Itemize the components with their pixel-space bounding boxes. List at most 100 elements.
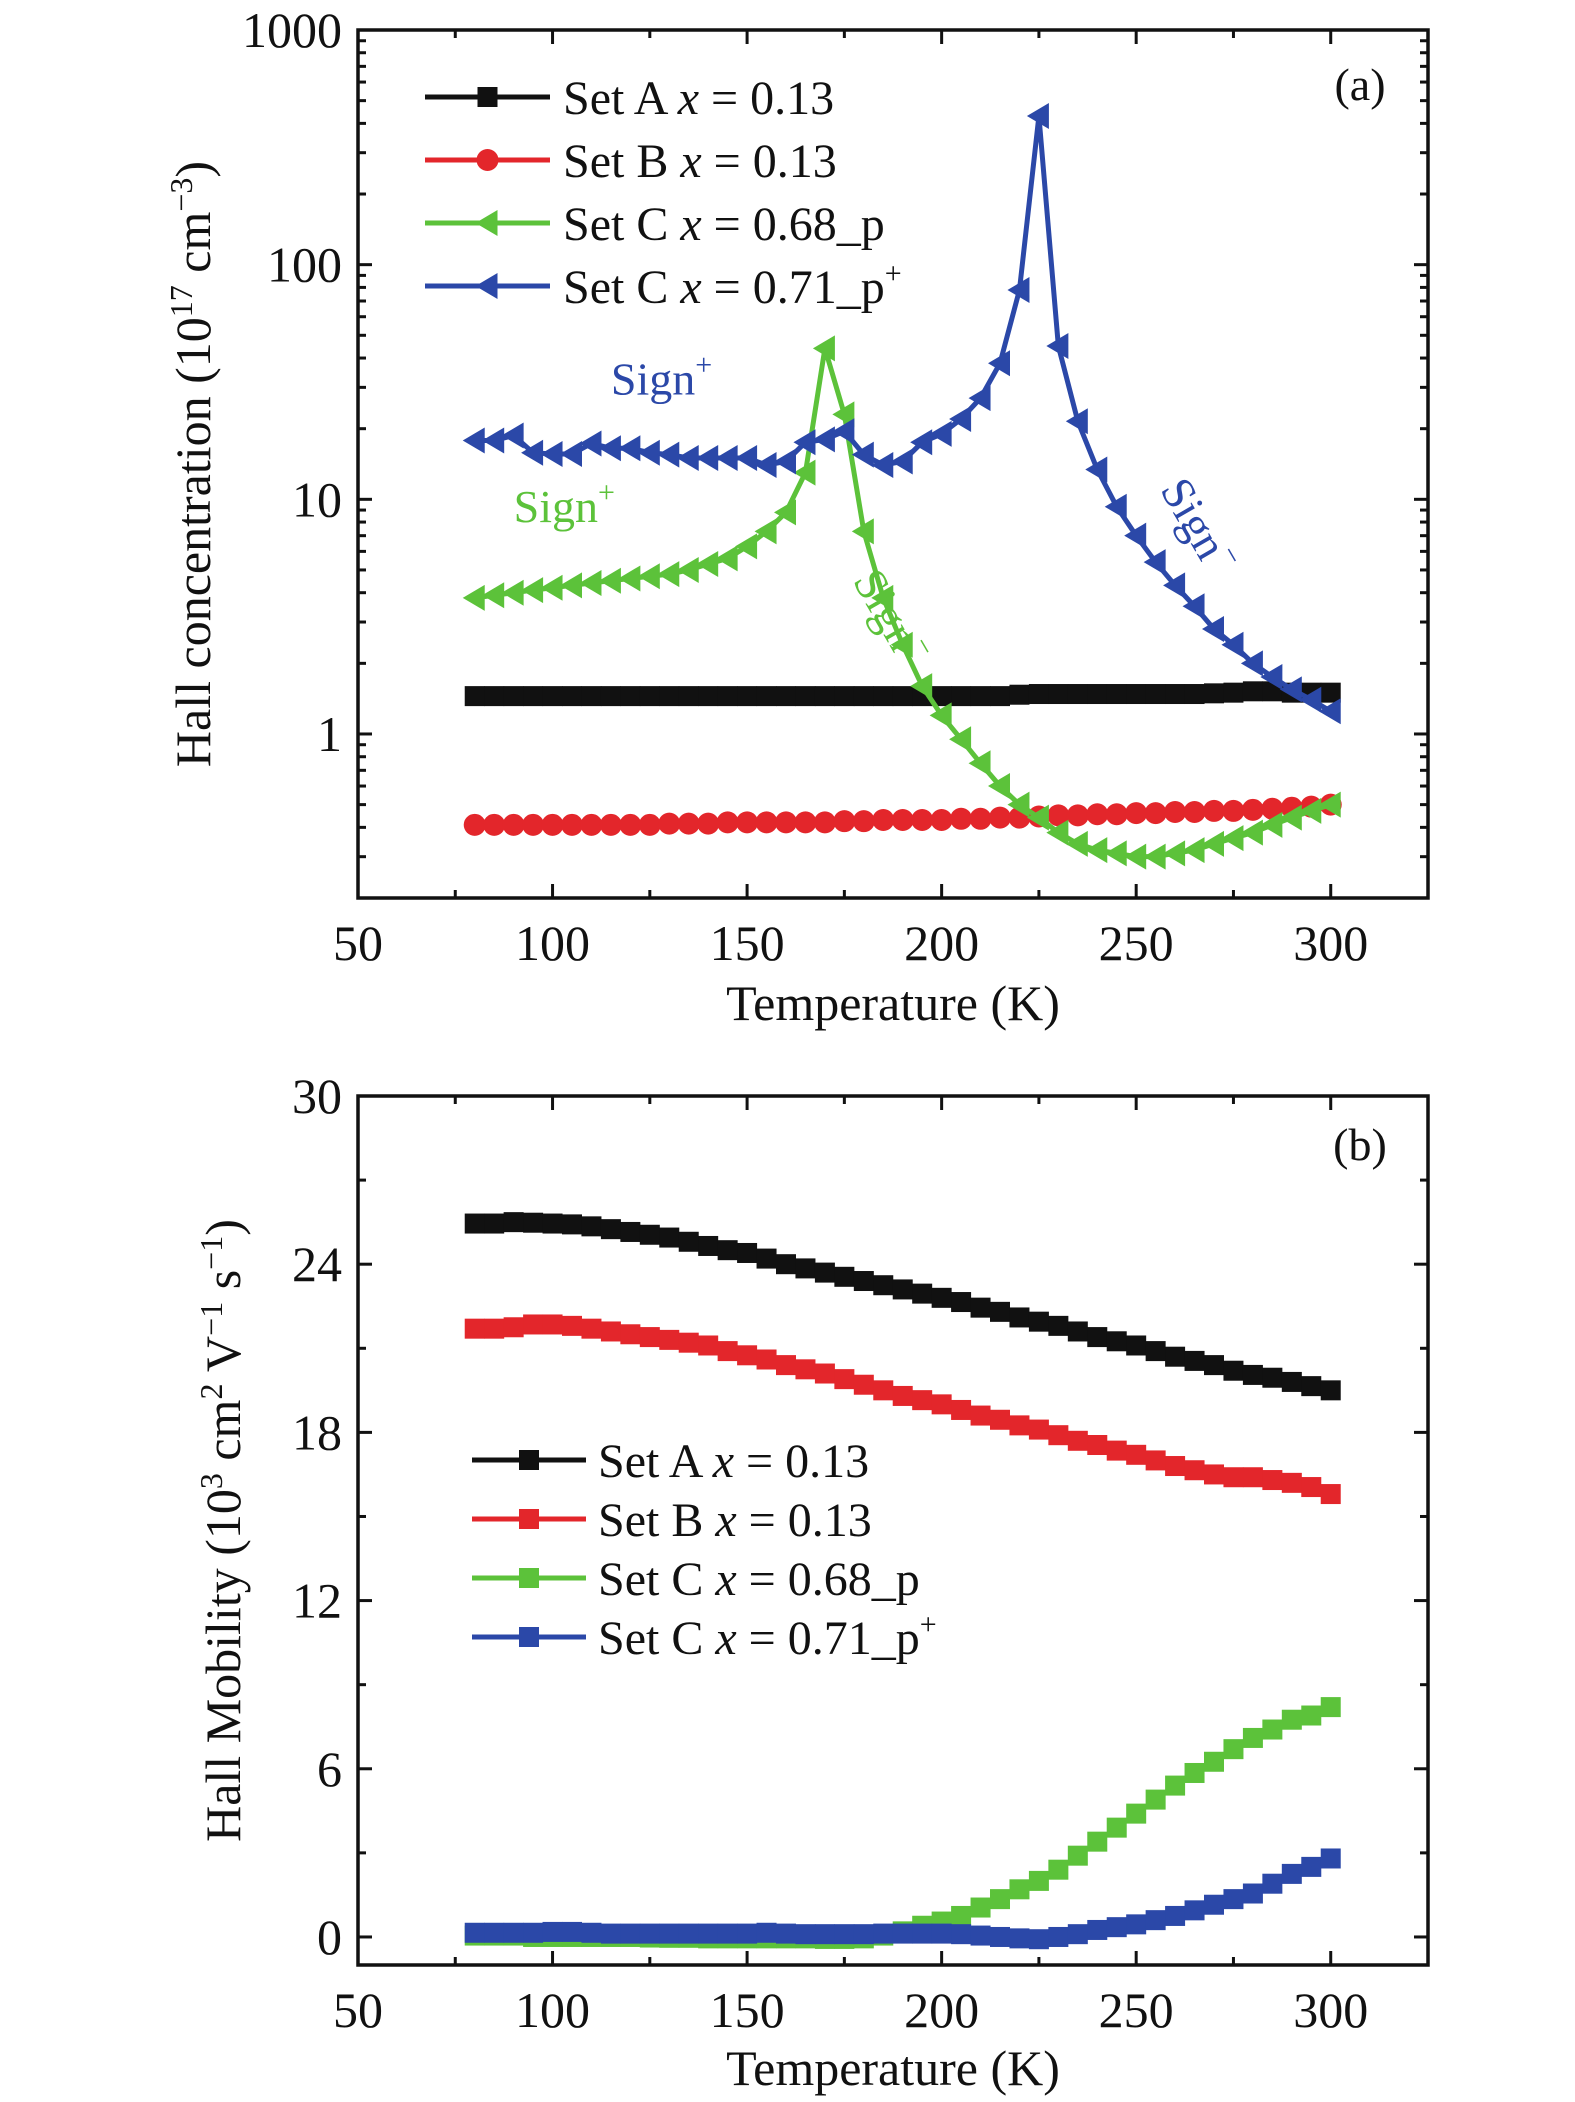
data-point bbox=[1204, 1355, 1224, 1376]
data-point bbox=[1066, 804, 1089, 827]
data-point bbox=[1281, 1371, 1302, 1392]
data-point bbox=[542, 1213, 563, 1234]
data-point bbox=[1202, 616, 1224, 643]
legend-label: Set C x = 0.71_p+ bbox=[563, 257, 902, 314]
plot-frame bbox=[356, 28, 1430, 900]
data-point bbox=[912, 1283, 933, 1304]
data-point bbox=[562, 1921, 582, 1942]
data-point bbox=[1261, 797, 1284, 820]
data-point bbox=[795, 686, 816, 707]
data-point bbox=[929, 420, 952, 447]
data-point bbox=[1242, 1727, 1263, 1748]
data-point bbox=[1145, 1910, 1166, 1931]
data-point bbox=[676, 444, 699, 471]
data-point bbox=[598, 435, 621, 462]
data-point bbox=[1124, 843, 1147, 870]
data-point bbox=[1065, 830, 1088, 857]
data-point bbox=[812, 426, 835, 453]
data-point bbox=[1104, 840, 1127, 867]
data-point bbox=[1124, 522, 1147, 549]
data-point bbox=[678, 1231, 699, 1252]
legend-marker bbox=[475, 210, 498, 236]
data-point bbox=[949, 405, 972, 432]
series-set-b-x-0-13 bbox=[464, 1314, 1341, 1505]
data-point bbox=[717, 1341, 738, 1362]
data-point bbox=[814, 1924, 835, 1945]
data-point bbox=[754, 518, 777, 545]
data-point bbox=[988, 350, 1010, 377]
data-point bbox=[1320, 682, 1341, 703]
data-point bbox=[717, 686, 738, 707]
data-point bbox=[990, 1889, 1010, 1910]
legend-label: Set B x = 0.13 bbox=[598, 1494, 872, 1547]
data-point bbox=[890, 631, 913, 658]
data-point bbox=[1087, 1435, 1108, 1456]
data-point bbox=[658, 812, 681, 835]
data-point bbox=[871, 584, 894, 611]
data-point bbox=[581, 686, 602, 707]
data-point bbox=[503, 1922, 524, 1943]
data-point bbox=[523, 1212, 544, 1233]
data-point bbox=[1143, 549, 1166, 576]
x-tick-label: 200 bbox=[904, 1982, 979, 2038]
data-point bbox=[871, 452, 894, 479]
data-point bbox=[464, 1213, 485, 1234]
data-point bbox=[873, 1275, 894, 1296]
x-tick-label: 300 bbox=[1293, 915, 1368, 971]
data-point bbox=[619, 813, 642, 836]
data-point bbox=[1067, 684, 1088, 705]
data-point bbox=[484, 1213, 505, 1234]
data-point bbox=[990, 686, 1010, 707]
sign-annotation: Sign+ bbox=[514, 476, 615, 532]
data-point bbox=[776, 686, 796, 707]
data-point bbox=[1163, 840, 1186, 867]
data-point bbox=[600, 1923, 621, 1944]
data-point bbox=[523, 1922, 544, 1943]
sign-annotation: Sign+ bbox=[611, 348, 712, 404]
data-point bbox=[541, 813, 564, 836]
data-point bbox=[1242, 1883, 1263, 1904]
data-point bbox=[795, 1924, 816, 1945]
data-point bbox=[482, 582, 505, 609]
data-point bbox=[1301, 1477, 1322, 1498]
data-point bbox=[1047, 804, 1070, 827]
data-point bbox=[1046, 333, 1069, 360]
data-point bbox=[1242, 1364, 1263, 1385]
data-point bbox=[678, 1923, 699, 1944]
legend-item: Set B x = 0.13 bbox=[472, 1494, 872, 1547]
data-point bbox=[1048, 1926, 1069, 1947]
data-point bbox=[968, 385, 991, 412]
data-point bbox=[1299, 797, 1322, 824]
y-tick-label: 10 bbox=[292, 471, 342, 527]
data-point bbox=[542, 1314, 563, 1335]
data-point bbox=[812, 335, 835, 362]
data-point bbox=[1048, 684, 1069, 705]
panel-b-hall-mobility: 50 100 150 200 250 300 0 6 12 18 24 30 Temperature (… bbox=[193, 1068, 1430, 2096]
data-point bbox=[794, 811, 817, 834]
legend-label: Set A x = 0.13 bbox=[563, 72, 834, 125]
data-point bbox=[951, 1905, 972, 1926]
x-tick-label: 300 bbox=[1293, 1982, 1368, 2038]
data-point bbox=[1242, 1467, 1263, 1488]
y-tick-label: 30 bbox=[292, 1068, 342, 1124]
data-point bbox=[852, 810, 875, 833]
legend-marker bbox=[476, 149, 499, 171]
data-point bbox=[638, 813, 661, 836]
x-axis-title: Temperature (K) bbox=[726, 2040, 1060, 2096]
data-point bbox=[696, 444, 719, 471]
x-tick-label: 100 bbox=[515, 1982, 590, 2038]
data-point bbox=[482, 427, 505, 454]
data-point bbox=[990, 1409, 1010, 1430]
data-point bbox=[1126, 1335, 1147, 1356]
data-point bbox=[1028, 1870, 1049, 1891]
x-axis-title: Temperature (K) bbox=[726, 975, 1060, 1031]
data-point bbox=[834, 1369, 855, 1390]
data-point bbox=[970, 686, 991, 707]
data-point bbox=[1105, 803, 1128, 826]
data-point bbox=[834, 1924, 855, 1945]
data-point bbox=[600, 686, 621, 707]
data-point bbox=[561, 813, 583, 836]
data-point bbox=[562, 686, 582, 707]
data-point bbox=[484, 686, 505, 707]
legend-label: Set C x = 0.68_p bbox=[563, 198, 885, 251]
